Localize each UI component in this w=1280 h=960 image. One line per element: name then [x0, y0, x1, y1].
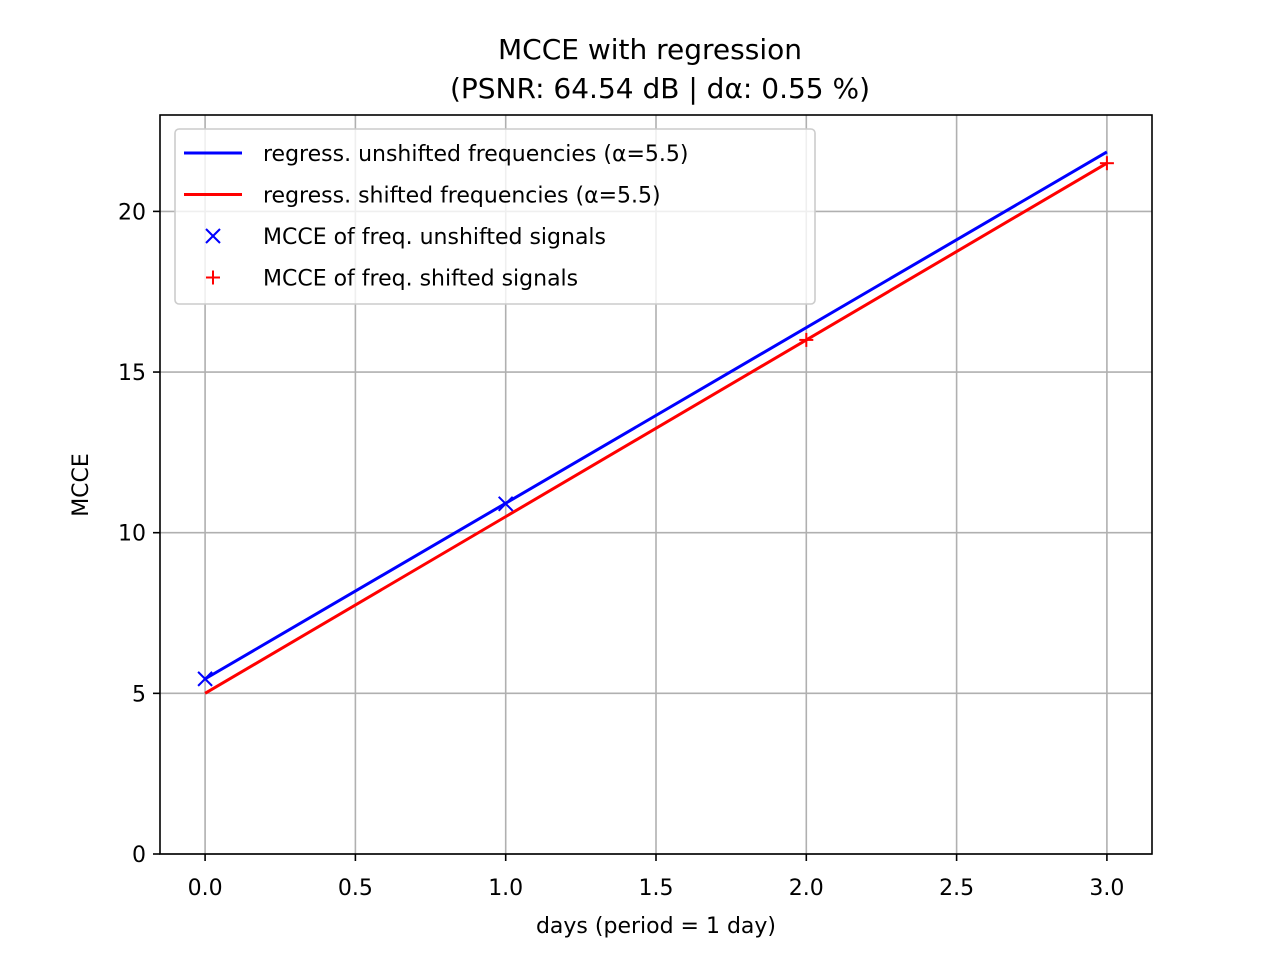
- legend-label: MCCE of freq. shifted signals: [263, 267, 578, 292]
- chart-subtitle: (PSNR: 64.54 dB | dα: 0.55 %): [450, 72, 870, 105]
- marker-stroke: [497, 496, 514, 512]
- x-tick-label: 0.0: [188, 876, 223, 901]
- legend-entry: regress. unshifted frequencies (α=5.5): [184, 142, 688, 167]
- y-tick-label: 15: [118, 361, 146, 386]
- x-tick-label: 3.0: [1089, 876, 1124, 901]
- y-tick-label: 20: [118, 200, 146, 225]
- legend-label: regress. shifted frequencies (α=5.5): [263, 184, 661, 209]
- x-tick-label: 2.5: [939, 876, 974, 901]
- series-line-1: [204, 161, 1108, 695]
- x-tick-label: 2.0: [789, 876, 824, 901]
- legend-box: [174, 128, 816, 305]
- data-point-2: [497, 496, 514, 512]
- plot-series: [197, 150, 1114, 695]
- y-tick-label: 0: [132, 843, 146, 868]
- legend-entry: MCCE of freq. unshifted signals: [205, 225, 606, 250]
- series-line-0: [204, 150, 1108, 681]
- legend-marker-swatch: [205, 228, 221, 244]
- x-axis-label: days (period = 1 day): [536, 914, 776, 939]
- marker-stroke: [197, 671, 213, 687]
- y-tick-label: 5: [132, 682, 146, 707]
- x-tick-label: 0.5: [338, 876, 373, 901]
- x-tick-label: 1.0: [488, 876, 523, 901]
- legend-label: regress. unshifted frequencies (α=5.5): [263, 142, 688, 167]
- y-tick-label: 10: [118, 522, 146, 547]
- legend-entry: regress. shifted frequencies (α=5.5): [184, 184, 661, 209]
- axis-ticks: 0.0 0.5 1.0 1.5 2.0 2.5 3.0 0 5 10 15 20: [118, 200, 1124, 901]
- marker-stroke: [205, 228, 221, 244]
- x-tick-label: 1.5: [639, 876, 674, 901]
- data-point-3: [799, 332, 814, 347]
- legend-label: MCCE of freq. unshifted signals: [263, 225, 606, 250]
- legend-marker-swatch: [206, 270, 220, 285]
- data-point-3: [1099, 156, 1114, 171]
- chart-title: MCCE with regression: [498, 33, 802, 66]
- legend: regress. unshifted frequencies (α=5.5) re…: [174, 128, 816, 305]
- data-point-2: [197, 671, 213, 687]
- legend-entry: MCCE of freq. shifted signals: [206, 267, 578, 292]
- y-axis-label: MCCE: [69, 453, 94, 517]
